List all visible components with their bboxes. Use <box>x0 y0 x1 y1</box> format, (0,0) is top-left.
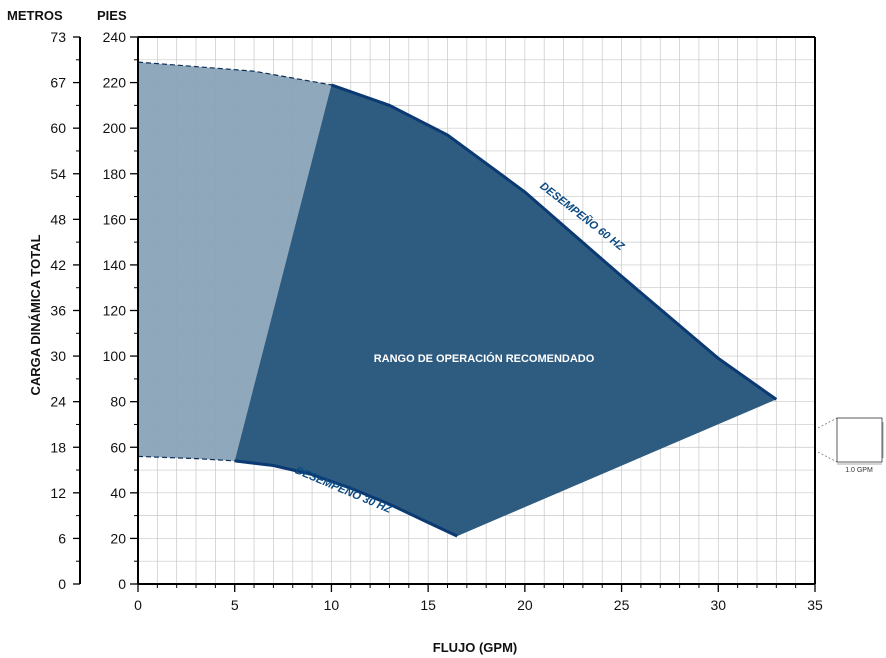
y-tick-label: 120 <box>103 303 127 319</box>
curve-60hz <box>330 83 778 401</box>
y-right-unit-label: PIES <box>97 8 127 23</box>
meters-tick-label: 67 <box>50 75 66 91</box>
x-axis-title: FLUJO (GPM) <box>433 640 518 655</box>
scale-legend: 1.0 GPM <box>817 417 884 474</box>
y-tick-label: 180 <box>103 166 127 182</box>
curve-30hz-dashed <box>137 455 235 462</box>
x-tick-label: 35 <box>807 597 823 613</box>
meters-tick-label: 18 <box>50 439 66 455</box>
y-axis-title: CARGA DINÁMICA TOTAL <box>28 234 43 395</box>
y-tick-label: 160 <box>103 211 127 227</box>
y-tick-label: 20 <box>110 530 126 546</box>
meters-tick-label: 6 <box>58 530 66 546</box>
meters-tick-label: 24 <box>50 394 66 410</box>
curve-30hz <box>234 459 458 538</box>
non-recommended-region <box>138 62 332 461</box>
y-left-unit-label: METROS <box>7 8 63 23</box>
y-tick-label: 200 <box>103 120 127 136</box>
meters-tick-label: 48 <box>50 211 66 227</box>
meters-tick-label: 54 <box>50 166 66 182</box>
y-tick-label: 40 <box>110 485 126 501</box>
meters-tick-label: 73 <box>50 29 66 45</box>
y-tick-label: 60 <box>110 439 126 455</box>
meters-tick-label: 12 <box>50 485 66 501</box>
scale-box <box>836 417 883 463</box>
x-tick-label: 30 <box>710 597 726 613</box>
x-tick-label: 5 <box>231 597 239 613</box>
regions <box>138 62 777 537</box>
x-tick-label: 0 <box>134 597 142 613</box>
meters-tick-label: 60 <box>50 120 66 136</box>
curves <box>137 61 778 538</box>
scale-note: 1.0 GPM <box>845 467 873 474</box>
y-tick-label: 0 <box>118 576 126 592</box>
meters-tick-label: 0 <box>58 576 66 592</box>
y-tick-label: 140 <box>103 257 127 273</box>
x-tick-label: 15 <box>420 597 436 613</box>
meters-tick-label: 42 <box>50 257 66 273</box>
meters-tick-label: 30 <box>50 348 66 364</box>
meters-tick-label: 36 <box>50 303 66 319</box>
y-tick-label: 240 <box>103 29 127 45</box>
axes: 0 5 10 15 20 25 30 3502040608010012014016018020… <box>50 29 823 613</box>
x-tick-label: 20 <box>517 597 533 613</box>
region-label: RANGO DE OPERACIÓN RECOMENDADO <box>374 352 595 365</box>
y-tick-label: 100 <box>103 348 127 364</box>
x-tick-label: 25 <box>614 597 630 613</box>
x-tick-label: 10 <box>324 597 340 613</box>
curve-60hz-dashed <box>137 61 332 86</box>
y-tick-label: 220 <box>103 75 127 91</box>
y-tick-label: 80 <box>110 394 126 410</box>
recommended-operating-region <box>234 84 777 537</box>
